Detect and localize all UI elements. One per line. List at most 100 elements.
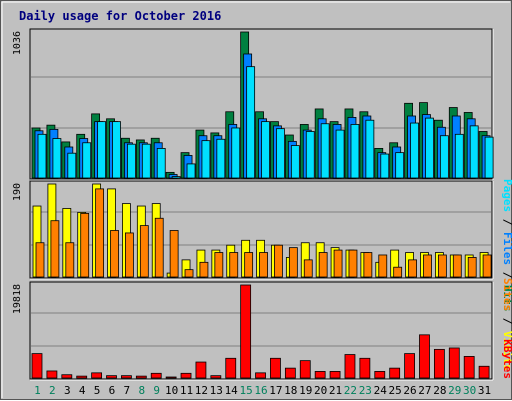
x-tick-label: 6 (109, 384, 116, 397)
chart-title: Daily usage for October 2016 (19, 9, 221, 23)
bar-kbytes (195, 361, 207, 379)
x-axis: 1 2 3 4 5 6 7 8 9 10 11 12 13 14 15 16 17 18 19 20 21 22 23 24 2… (34, 384, 491, 397)
bar-pages (201, 140, 211, 179)
bar-pages (276, 128, 285, 179)
x-tick-label: 31 (478, 384, 491, 397)
bar-pages (425, 117, 434, 179)
bar-sites (274, 244, 283, 278)
x-tick-label: 14 (225, 384, 239, 397)
bar-kbytes (344, 354, 356, 379)
x-tick-label: 25 (389, 384, 402, 397)
bar-kbytes (61, 374, 73, 379)
x-tick-label: 13 (210, 384, 223, 397)
bar-pages (380, 153, 390, 179)
bar-pages (335, 129, 345, 179)
bar-kbytes (419, 334, 430, 379)
bar-pages (290, 145, 300, 179)
bar-pages (350, 124, 360, 179)
bar-sites (169, 230, 179, 278)
bar-pages (454, 133, 464, 179)
legend-sep: / (501, 311, 512, 331)
x-tick-label: 29 (448, 384, 461, 397)
legend-sites: Sites (501, 278, 512, 311)
x-tick-label: 17 (269, 384, 282, 397)
bar-pages (216, 138, 226, 179)
bar-kbytes (121, 375, 132, 379)
bar-pages (439, 135, 449, 179)
bar-pages (67, 152, 77, 179)
bar-sites (333, 249, 343, 278)
bar-pages (395, 152, 405, 179)
panel-kbytes: 19818 (12, 281, 494, 381)
bar-kbytes (374, 371, 386, 379)
bar-kbytes (240, 284, 252, 379)
panel-border (29, 180, 493, 279)
x-tick-label: 7 (124, 384, 131, 397)
bar-sites (423, 254, 432, 278)
bar-sites (110, 230, 119, 278)
bar-kbytes (404, 353, 415, 379)
bar-pages (97, 121, 107, 179)
bar-kbytes (180, 372, 192, 379)
bar-pages (156, 148, 166, 179)
y-max-label: 19818 (12, 284, 23, 314)
bar-pages (82, 142, 92, 179)
x-tick-label: 8 (138, 384, 145, 397)
bar-sites (229, 252, 239, 278)
panel-visits-sites: 190 (12, 180, 494, 280)
x-tick-label: 11 (180, 384, 193, 397)
bar-kbytes (463, 356, 475, 379)
bar-kbytes (31, 353, 43, 379)
x-tick-label: 1 (34, 384, 41, 397)
bar-sites (259, 252, 268, 278)
bar-sites (35, 242, 45, 278)
bar-kbytes (270, 357, 281, 379)
x-tick-label: 27 (418, 384, 431, 397)
bar-pages (320, 123, 330, 179)
bar-sites (393, 266, 403, 278)
bar-pages (469, 125, 479, 179)
x-tick-label: 5 (94, 384, 101, 397)
y-max-label: 190 (12, 183, 23, 201)
bar-sites (80, 212, 90, 278)
bar-sites (139, 225, 149, 278)
bar-sites (65, 242, 75, 278)
bar-sites (482, 254, 492, 278)
bar-kbytes (299, 360, 311, 379)
bar-sites (95, 188, 105, 278)
bar-pages (484, 136, 494, 179)
x-tick-label: 20 (314, 384, 327, 397)
legend-files: Files (501, 232, 512, 265)
bar-kbytes (448, 347, 460, 379)
panel-hits-files-pages: 1036 (12, 28, 494, 181)
bar-sites (437, 254, 447, 278)
panel-border (29, 28, 493, 180)
legend-sep: / (501, 265, 512, 285)
x-tick-label: 4 (79, 384, 86, 397)
x-tick-label: 30 (463, 384, 476, 397)
bar-sites (199, 261, 209, 278)
bar-pages (52, 138, 62, 179)
y-max-label: 1036 (12, 31, 23, 55)
bar-kbytes (135, 375, 147, 379)
bar-pages (410, 122, 419, 179)
x-tick-label: 15 (239, 384, 252, 397)
legend-sep: / (501, 212, 512, 232)
bar-kbytes (433, 348, 445, 379)
bar-sites (184, 269, 194, 278)
x-tick-label: 28 (433, 384, 446, 397)
x-tick-label: 22 (344, 384, 357, 397)
bar-sites (50, 220, 60, 278)
bar-sites (408, 259, 417, 278)
bar-sites (125, 232, 134, 278)
bar-pages (171, 176, 181, 179)
bar-kbytes (106, 375, 117, 379)
x-tick-label: 26 (403, 384, 416, 397)
x-tick-label: 3 (64, 384, 71, 397)
bar-kbytes (76, 375, 88, 379)
bar-pages (141, 143, 151, 179)
panel-border (29, 281, 493, 380)
bar-pages (127, 143, 136, 179)
